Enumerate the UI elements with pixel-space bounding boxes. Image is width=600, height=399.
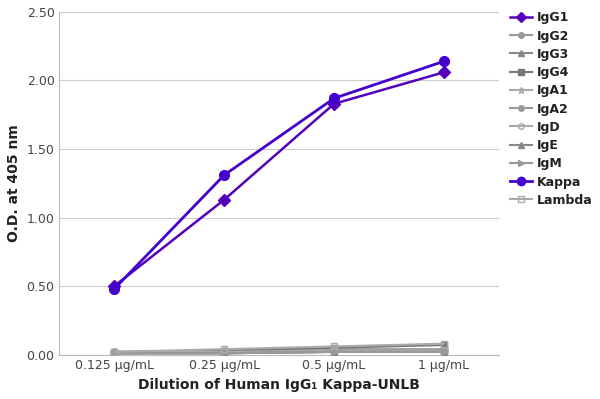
Line: IgA1: IgA1	[110, 348, 448, 358]
IgG2	[111, 350, 118, 354]
IgG2	[440, 347, 448, 352]
Line: IgG2: IgG2	[111, 346, 448, 356]
Lambda	[111, 350, 118, 354]
IgD	[440, 348, 448, 353]
Line: IgG1: IgG1	[110, 68, 448, 290]
IgE	[221, 351, 228, 356]
Kappa	[331, 96, 338, 101]
IgG4	[331, 346, 338, 350]
IgG3	[221, 350, 228, 354]
IgG4	[440, 343, 448, 348]
Line: IgE: IgE	[111, 348, 448, 357]
IgG4	[221, 348, 228, 353]
IgG1	[111, 284, 118, 288]
IgG4	[111, 350, 118, 354]
IgA2	[331, 350, 338, 354]
IgG3	[331, 350, 338, 354]
IgA1	[221, 351, 228, 356]
Y-axis label: O.D. at 405 nm: O.D. at 405 nm	[7, 124, 21, 242]
IgA2	[440, 350, 448, 354]
Line: IgM: IgM	[111, 348, 448, 357]
Lambda	[331, 344, 338, 349]
IgM	[440, 350, 448, 354]
IgE	[440, 350, 448, 354]
IgD	[331, 348, 338, 353]
IgG1	[440, 70, 448, 75]
IgM	[111, 351, 118, 356]
IgG1	[221, 198, 228, 202]
IgG3	[111, 351, 118, 356]
Kappa	[221, 173, 228, 178]
IgA1	[331, 350, 338, 354]
IgE	[331, 350, 338, 354]
Kappa	[111, 286, 118, 291]
IgD	[221, 350, 228, 354]
Line: IgG4: IgG4	[111, 342, 448, 356]
IgG3	[440, 348, 448, 353]
Line: Kappa: Kappa	[109, 56, 449, 294]
IgA1	[440, 350, 448, 354]
IgM	[331, 350, 338, 354]
Line: IgD: IgD	[111, 347, 448, 356]
IgD	[111, 350, 118, 354]
IgG1	[331, 101, 338, 106]
IgE	[111, 351, 118, 356]
Line: IgA2: IgA2	[111, 348, 448, 357]
Line: IgG3: IgG3	[111, 347, 448, 357]
IgG2	[331, 347, 338, 352]
IgM	[221, 351, 228, 356]
X-axis label: Dilution of Human IgG₁ Kappa-UNLB: Dilution of Human IgG₁ Kappa-UNLB	[138, 378, 420, 392]
Line: Lambda: Lambda	[111, 340, 448, 356]
Kappa	[440, 59, 448, 64]
Lambda	[440, 341, 448, 346]
IgG2	[221, 348, 228, 353]
IgA2	[221, 351, 228, 356]
IgA1	[111, 351, 118, 356]
IgA2	[111, 351, 118, 356]
Lambda	[221, 347, 228, 352]
Legend: IgG1, IgG2, IgG3, IgG4, IgA1, IgA2, IgD, IgE, IgM, Kappa, Lambda: IgG1, IgG2, IgG3, IgG4, IgA1, IgA2, IgD,…	[509, 11, 593, 207]
